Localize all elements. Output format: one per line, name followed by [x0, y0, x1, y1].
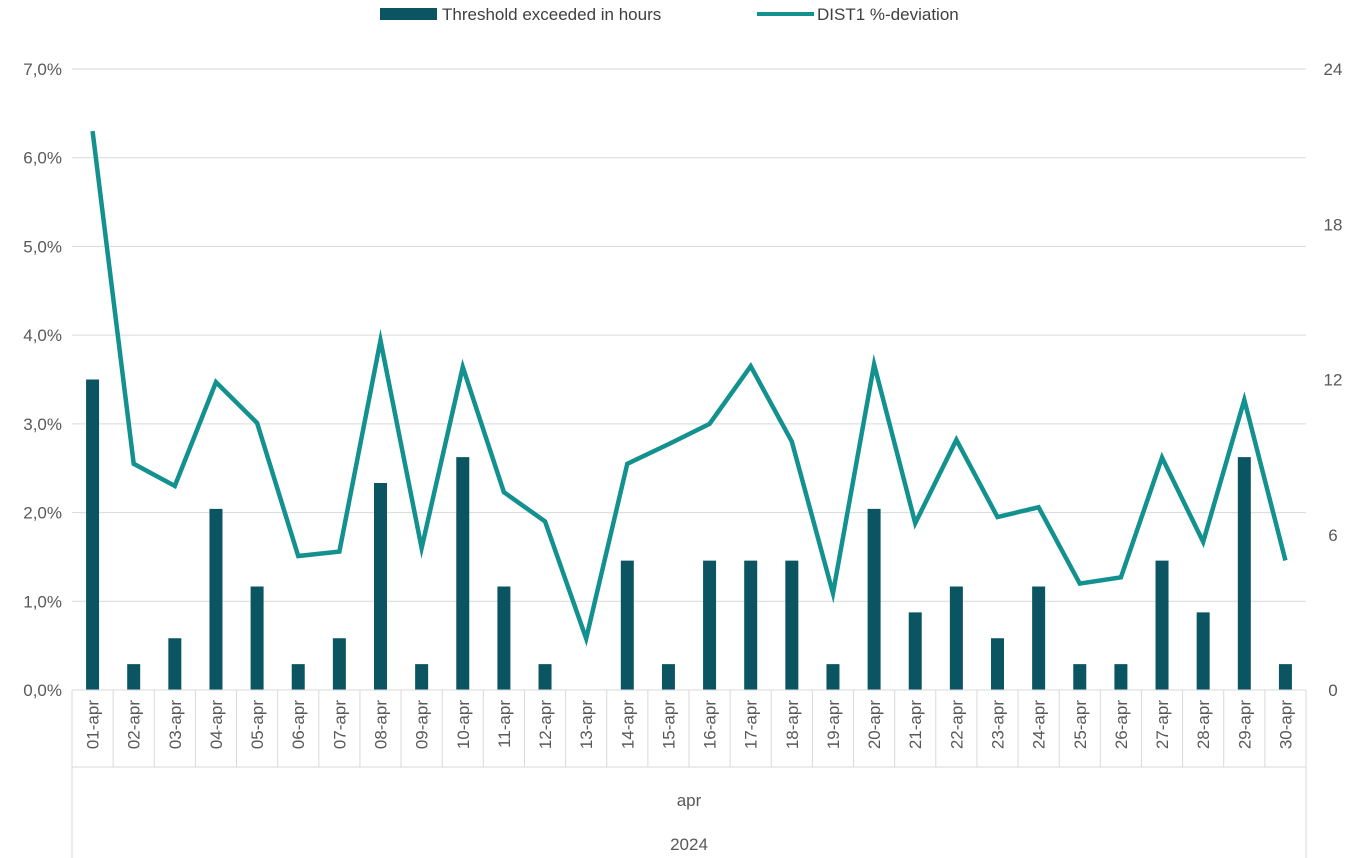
x-tick-label: 20-apr: [865, 700, 884, 749]
y-left-tick-label: 0,0%: [23, 681, 62, 700]
x-tick-label: 16-apr: [701, 700, 720, 749]
x-tick-label: 10-apr: [454, 700, 473, 749]
y-right-tick-label: 18: [1324, 215, 1343, 234]
x-group-label-month: apr: [677, 791, 702, 810]
x-axis: 01-apr 02-apr 03-apr 04-apr 05-apr 06-apr 07-a…: [71, 689, 1307, 858]
x-tick-label: 04-apr: [207, 700, 226, 749]
y-left-tick-label: 7,0%: [23, 60, 62, 79]
bar: [1073, 664, 1087, 690]
x-tick-label: 27-apr: [1153, 700, 1172, 749]
bar: [991, 638, 1004, 690]
y-left-tick-label: 4,0%: [23, 326, 62, 345]
x-tick-label: 17-apr: [742, 700, 761, 749]
bar: [374, 483, 387, 690]
bar: [867, 508, 881, 690]
y-left-tick-label: 6,0%: [23, 149, 62, 168]
legend-label-line: DIST1 %-deviation: [817, 5, 959, 24]
x-tick-label: 08-apr: [372, 700, 391, 749]
x-tick-label: 28-apr: [1194, 700, 1213, 749]
x-tick-label: 12-apr: [536, 700, 555, 749]
x-tick-label: 22-apr: [947, 700, 966, 749]
bar: [168, 638, 182, 690]
bar: [1196, 612, 1210, 690]
y-right-tick-label: 0: [1328, 681, 1337, 700]
y-left-tick-label: 2,0%: [23, 504, 62, 523]
bar: [908, 612, 922, 690]
bar: [538, 664, 552, 690]
y-left-tick-label: 5,0%: [23, 237, 62, 256]
bar: [620, 560, 634, 690]
x-tick-label: 03-apr: [166, 700, 185, 749]
y-axis-right: 0 6 12 18 24: [1324, 60, 1343, 700]
x-tick-label: 18-apr: [783, 700, 802, 749]
x-tick-label: 09-apr: [413, 700, 432, 749]
bar: [1155, 560, 1169, 690]
legend-swatch-bars: [380, 8, 437, 20]
series-line: [90, 130, 1288, 647]
x-tick-label: 07-apr: [330, 700, 349, 749]
bar: [826, 664, 840, 690]
bar: [703, 560, 717, 690]
bar: [744, 560, 758, 690]
x-tick-label: 19-apr: [824, 700, 843, 749]
bar: [1032, 586, 1046, 690]
bar: [785, 560, 799, 690]
y-right-tick-label: 6: [1328, 526, 1337, 545]
bar: [456, 457, 470, 690]
x-tick-label: 11-apr: [495, 700, 514, 748]
x-tick-label: 06-apr: [289, 700, 308, 749]
x-tick-label: 29-apr: [1235, 700, 1254, 749]
line-series: [90, 130, 1288, 647]
bar: [1237, 457, 1251, 690]
y-left-tick-label: 1,0%: [23, 592, 62, 611]
bar: [127, 664, 141, 690]
x-tick-label: 24-apr: [1030, 700, 1049, 749]
bar: [209, 508, 223, 690]
y-left-tick-label: 3,0%: [23, 415, 62, 434]
x-tick-label: 14-apr: [618, 700, 637, 749]
y-right-tick-label: 24: [1324, 60, 1343, 79]
bar: [1114, 664, 1128, 690]
bar: [332, 638, 346, 690]
x-tick-label: 13-apr: [577, 700, 596, 749]
x-tick-label: 25-apr: [1071, 700, 1090, 749]
bar: [415, 664, 429, 690]
bar: [949, 586, 963, 690]
x-tick-label: 01-apr: [84, 700, 103, 749]
bar: [250, 586, 264, 690]
bar: [291, 664, 305, 690]
bar: [497, 586, 511, 690]
x-tick-label: 15-apr: [659, 700, 678, 749]
x-tick-label: 26-apr: [1112, 700, 1131, 749]
legend-label-bars: Threshold exceeded in hours: [442, 5, 661, 24]
x-tick-label: 23-apr: [989, 700, 1008, 749]
bar: [86, 379, 100, 690]
x-tick-label: 21-apr: [906, 700, 925, 749]
bar-series: [86, 379, 1292, 690]
x-tick-label: 05-apr: [248, 700, 267, 749]
legend: Threshold exceeded in hours DIST1 %-devi…: [380, 5, 959, 24]
x-tick-label: 02-apr: [125, 700, 144, 749]
x-group-label-year: 2024: [670, 835, 708, 854]
bar: [1278, 664, 1292, 690]
bar: [661, 664, 675, 690]
y-axis-left: 0,0% 1,0% 2,0% 3,0% 4,0% 5,0% 6,0% 7,0%: [23, 60, 62, 700]
x-tick-label: 30-apr: [1276, 700, 1295, 749]
gridlines: [72, 68, 1306, 602]
y-right-tick-label: 12: [1324, 371, 1343, 390]
